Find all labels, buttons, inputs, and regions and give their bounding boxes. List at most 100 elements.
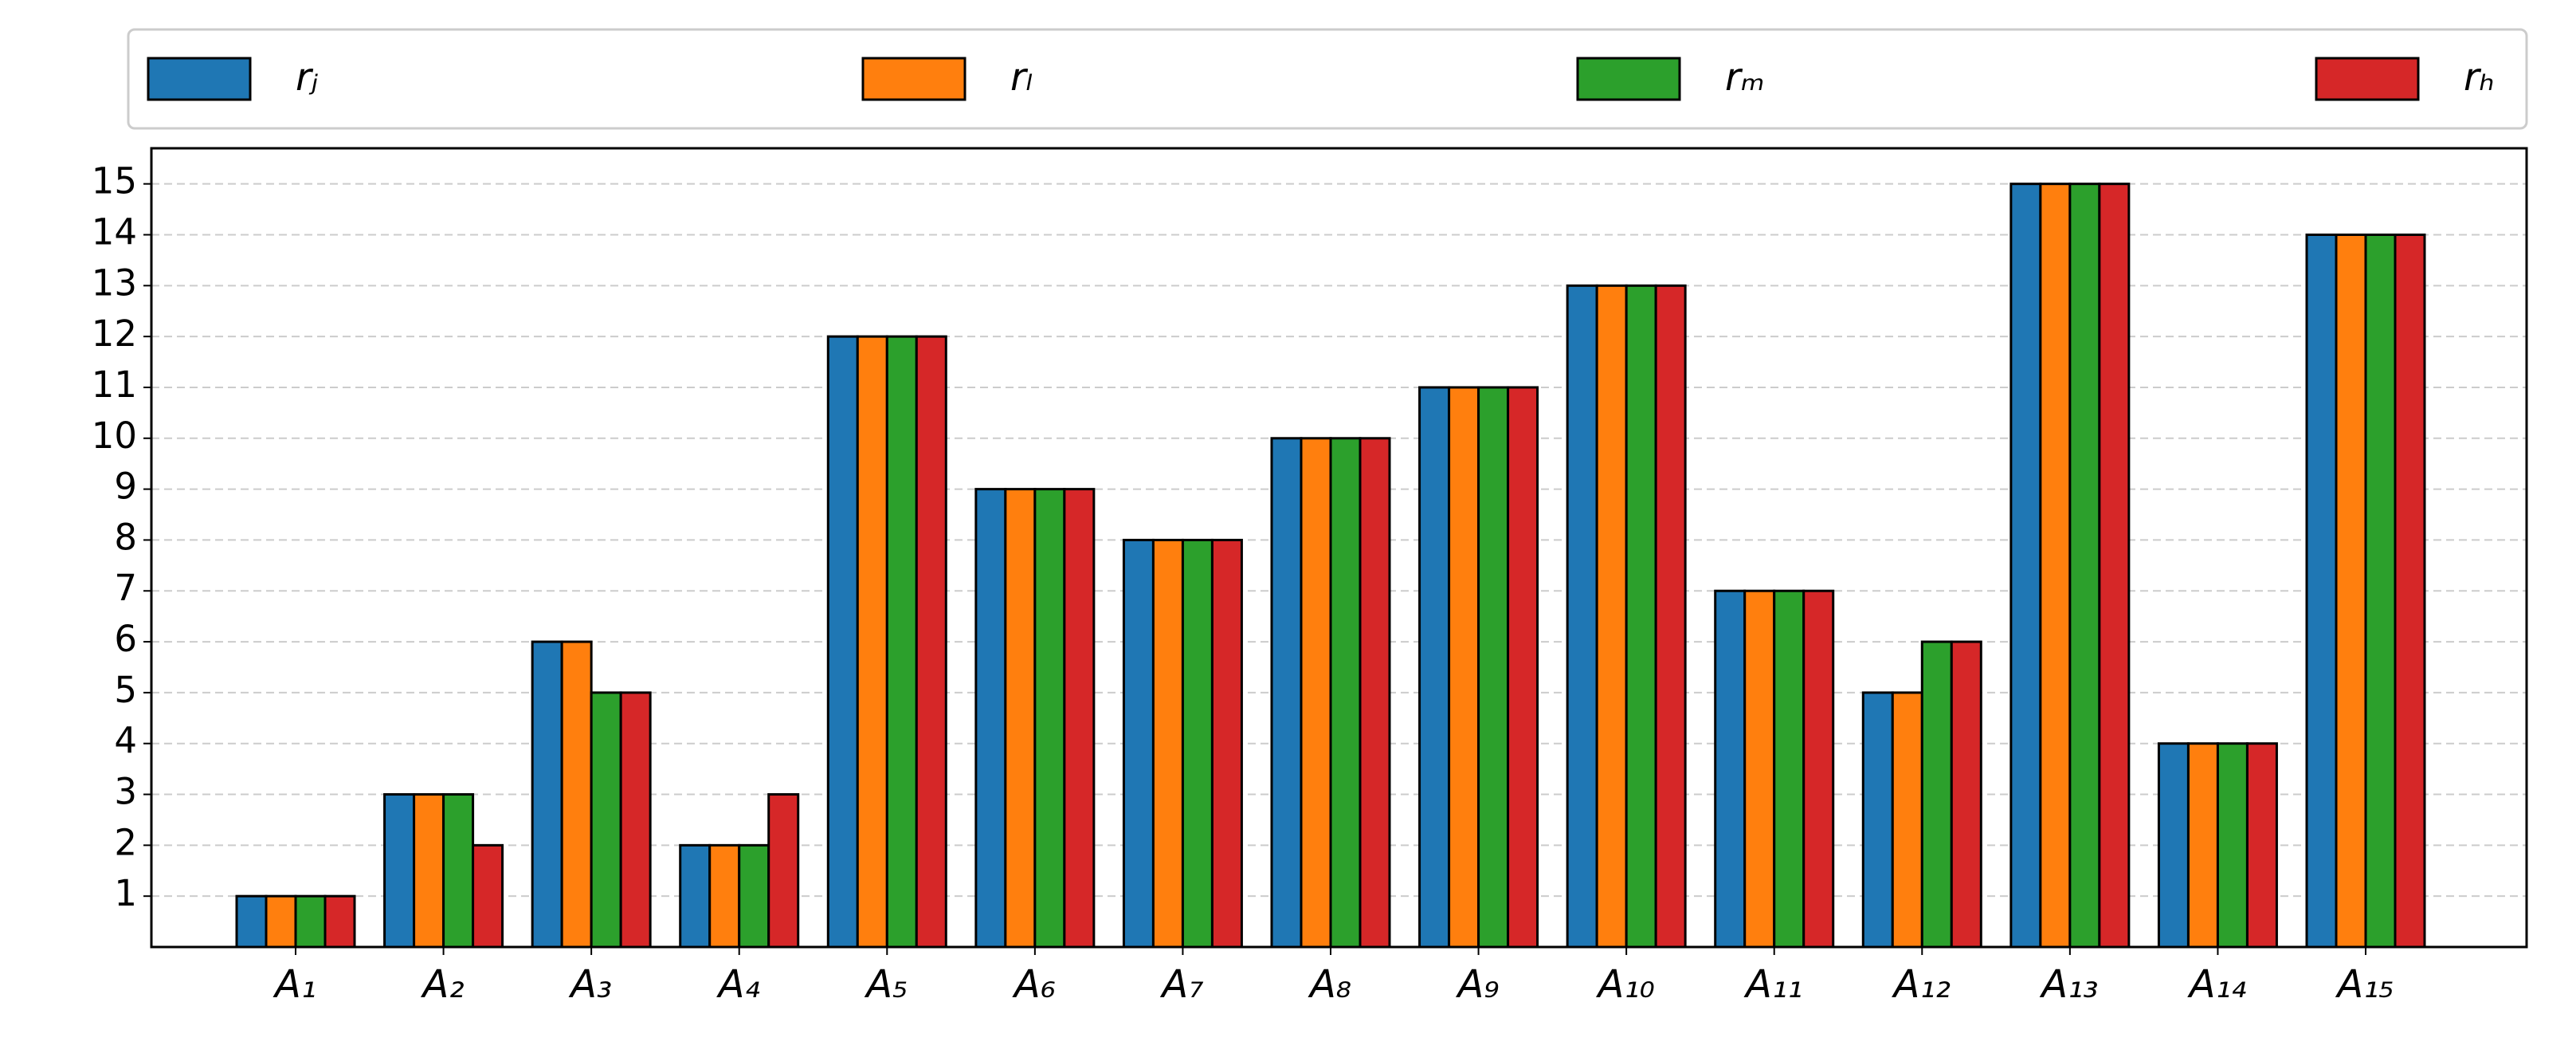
bar bbox=[531, 640, 563, 949]
bar bbox=[2216, 742, 2249, 949]
x-tick-label: A₁₃ bbox=[2039, 962, 2098, 1007]
x-tick-label: A₄ bbox=[716, 962, 760, 1007]
y-tick-label: 9 bbox=[114, 466, 137, 508]
y-tick-label: 12 bbox=[92, 312, 137, 355]
bar bbox=[2394, 233, 2426, 949]
bar bbox=[1802, 589, 1835, 949]
x-tick-label: A₁₀ bbox=[1595, 962, 1654, 1007]
bar bbox=[619, 691, 652, 949]
bar bbox=[1448, 386, 1480, 949]
bar bbox=[915, 335, 947, 949]
bar bbox=[679, 843, 712, 949]
bar bbox=[1063, 488, 1096, 949]
bar bbox=[767, 793, 800, 949]
legend-label: rⱼ bbox=[296, 55, 319, 100]
legend-swatch bbox=[861, 57, 966, 101]
y-tick-label: 5 bbox=[114, 669, 137, 711]
bar bbox=[1891, 691, 1923, 949]
legend-label: rₗ bbox=[1010, 55, 1033, 100]
legend-swatch bbox=[1576, 57, 1681, 101]
bar bbox=[2098, 183, 2131, 949]
bar bbox=[2364, 233, 2397, 949]
bar bbox=[1595, 284, 1628, 949]
y-tick-label: 10 bbox=[92, 415, 137, 457]
bar bbox=[1654, 284, 1687, 949]
plot-frame bbox=[150, 147, 2528, 949]
bar bbox=[442, 793, 475, 949]
bar bbox=[1477, 386, 1510, 949]
legend-label: rₕ bbox=[2464, 55, 2495, 100]
y-tick-label: 6 bbox=[114, 618, 137, 660]
y-tick-label: 14 bbox=[92, 210, 137, 253]
bar bbox=[2245, 742, 2278, 949]
bar bbox=[1359, 437, 1391, 949]
bar bbox=[1507, 386, 1539, 949]
bar bbox=[738, 843, 770, 949]
bar bbox=[1743, 589, 1776, 949]
y-tick-label: 1 bbox=[114, 872, 137, 914]
bar bbox=[383, 793, 416, 949]
bar bbox=[235, 894, 268, 949]
legend-swatch bbox=[147, 57, 252, 101]
bar bbox=[1625, 284, 1657, 949]
y-tick-label: 3 bbox=[114, 771, 137, 813]
bar bbox=[1920, 640, 1953, 949]
bar bbox=[1714, 589, 1747, 949]
bar bbox=[1773, 589, 1806, 949]
bar bbox=[2186, 742, 2219, 949]
x-tick-label: A₁₄ bbox=[2187, 962, 2246, 1007]
bar bbox=[294, 894, 327, 949]
bar bbox=[265, 894, 297, 949]
bar bbox=[1033, 488, 1066, 949]
bar bbox=[2039, 183, 2072, 949]
x-tick-label: A₁₂ bbox=[1892, 962, 1951, 1007]
x-tick-label: A₆ bbox=[1012, 962, 1056, 1007]
bar bbox=[2335, 233, 2367, 949]
x-tick-label: A₈ bbox=[1308, 962, 1351, 1007]
bar bbox=[1300, 437, 1332, 949]
bar bbox=[2157, 742, 2190, 949]
bar bbox=[1861, 691, 1894, 949]
legend-label: rₘ bbox=[1725, 55, 1765, 100]
bar bbox=[885, 335, 918, 949]
y-tick-label: 7 bbox=[114, 567, 137, 609]
bar bbox=[1329, 437, 1362, 949]
y-tick-label: 4 bbox=[114, 720, 137, 762]
x-tick-label: A₅ bbox=[864, 962, 908, 1007]
bar bbox=[413, 793, 445, 949]
y-tick-label: 11 bbox=[92, 363, 137, 406]
bar bbox=[2068, 183, 2101, 949]
x-tick-label: A₁₅ bbox=[2335, 962, 2394, 1007]
bar bbox=[826, 335, 859, 949]
bar bbox=[1270, 437, 1303, 949]
bar bbox=[1181, 538, 1214, 949]
legend-box bbox=[127, 28, 2528, 130]
bar bbox=[708, 843, 741, 949]
y-tick-label: 2 bbox=[114, 821, 137, 863]
bar bbox=[1122, 538, 1155, 949]
bar bbox=[2305, 233, 2338, 949]
bar bbox=[1210, 538, 1243, 949]
bar bbox=[1418, 386, 1451, 949]
bar bbox=[472, 843, 504, 949]
bar bbox=[560, 640, 593, 949]
bar bbox=[1151, 538, 1184, 949]
y-tick-label: 13 bbox=[92, 261, 137, 304]
x-tick-label: A₉ bbox=[1456, 962, 1500, 1007]
x-tick-label: A₂ bbox=[421, 962, 465, 1007]
x-tick-label: A₁ bbox=[272, 962, 316, 1007]
y-tick-label: 8 bbox=[114, 516, 137, 558]
bar bbox=[2009, 183, 2042, 949]
bar bbox=[974, 488, 1007, 949]
bar bbox=[590, 691, 622, 949]
bar bbox=[856, 335, 888, 949]
legend-swatch bbox=[2315, 57, 2420, 101]
x-tick-label: A₁₁ bbox=[1743, 962, 1802, 1007]
bar bbox=[1004, 488, 1037, 949]
x-tick-label: A₇ bbox=[1159, 962, 1203, 1007]
y-tick-label: 15 bbox=[92, 160, 137, 202]
x-tick-label: A₃ bbox=[568, 962, 612, 1007]
bar bbox=[1566, 284, 1598, 949]
bar bbox=[323, 894, 356, 949]
